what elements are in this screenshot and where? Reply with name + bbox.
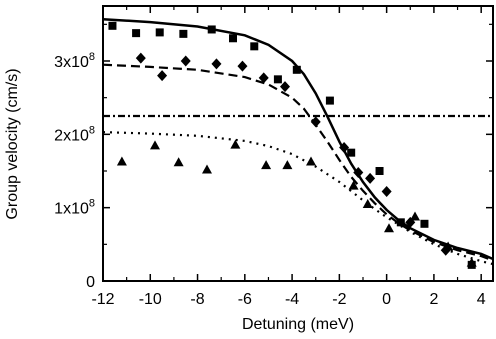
diamond-point: [180, 55, 191, 67]
triangle-point: [306, 156, 316, 166]
x-tick-label: 2: [429, 291, 438, 308]
x-tick-label: -2: [332, 291, 346, 308]
diamond-point: [258, 72, 269, 84]
triangle-point: [362, 199, 373, 208]
diamond-point: [365, 172, 376, 184]
triangle-point: [410, 211, 420, 221]
triangle-point: [173, 157, 184, 167]
square-point: [229, 34, 237, 43]
x-tick-label: -10: [139, 291, 162, 308]
axis-ticks: [102, 6, 493, 282]
y-tick-labels: 0 1x108 2x108 3x108: [54, 51, 95, 291]
triangle-point: [202, 164, 212, 174]
square-point: [155, 28, 164, 37]
data-points: [108, 21, 477, 269]
y-axis-title: Group velocity (cm/s): [4, 68, 21, 219]
diamond-point: [339, 142, 350, 154]
fit-curves: [102, 17, 494, 266]
fit-line-solid: [102, 17, 494, 261]
fit-line-dashed: [102, 63, 494, 262]
triangle-point: [466, 257, 477, 267]
triangle-point: [150, 140, 160, 150]
square-point: [347, 148, 356, 157]
x-tick-label: -8: [190, 291, 204, 308]
square-point: [292, 65, 301, 74]
diamond-point: [280, 81, 290, 93]
square-point: [108, 21, 117, 30]
square-point: [207, 25, 216, 34]
triangle-point: [443, 241, 454, 251]
diamond-point: [353, 166, 364, 178]
diamond-point: [135, 52, 146, 64]
x-tick-labels: -12 -10 -8 -6 -4 -2 0 2 4: [91, 291, 485, 308]
square-point: [250, 42, 259, 51]
x-tick-label: -6: [238, 291, 252, 308]
x-tick-label: -12: [91, 291, 114, 308]
x-tick-label: 0: [382, 291, 391, 308]
square-point: [375, 167, 384, 175]
square-point: [132, 29, 141, 38]
square-point: [420, 219, 429, 228]
triangle-point: [282, 160, 293, 170]
y-tick-label: 2x108: [54, 124, 95, 144]
triangle-point: [116, 156, 127, 166]
triangle-point: [230, 139, 241, 149]
square-point: [273, 75, 282, 84]
x-tick-label: 4: [477, 291, 486, 308]
y-tick-label: 3x108: [54, 51, 95, 71]
plot-frame: [102, 5, 494, 282]
y-tick-label: 0: [86, 274, 95, 291]
square-point: [325, 96, 334, 105]
triangle-point: [384, 223, 394, 233]
square-point: [179, 29, 188, 38]
x-axis-title: Detuning (meV): [242, 316, 354, 333]
diamond-point: [237, 60, 248, 72]
diamond-point: [310, 116, 321, 128]
y-tick-label: 1x108: [54, 198, 95, 218]
triangle-point: [261, 160, 272, 170]
diamond-point: [381, 186, 392, 198]
triangle-point: [348, 180, 359, 190]
diamond-point: [211, 58, 222, 70]
square-point: [396, 218, 405, 227]
x-tick-label: -4: [285, 291, 299, 308]
diamond-point: [157, 70, 168, 82]
fit-line-dotted: [102, 131, 494, 266]
